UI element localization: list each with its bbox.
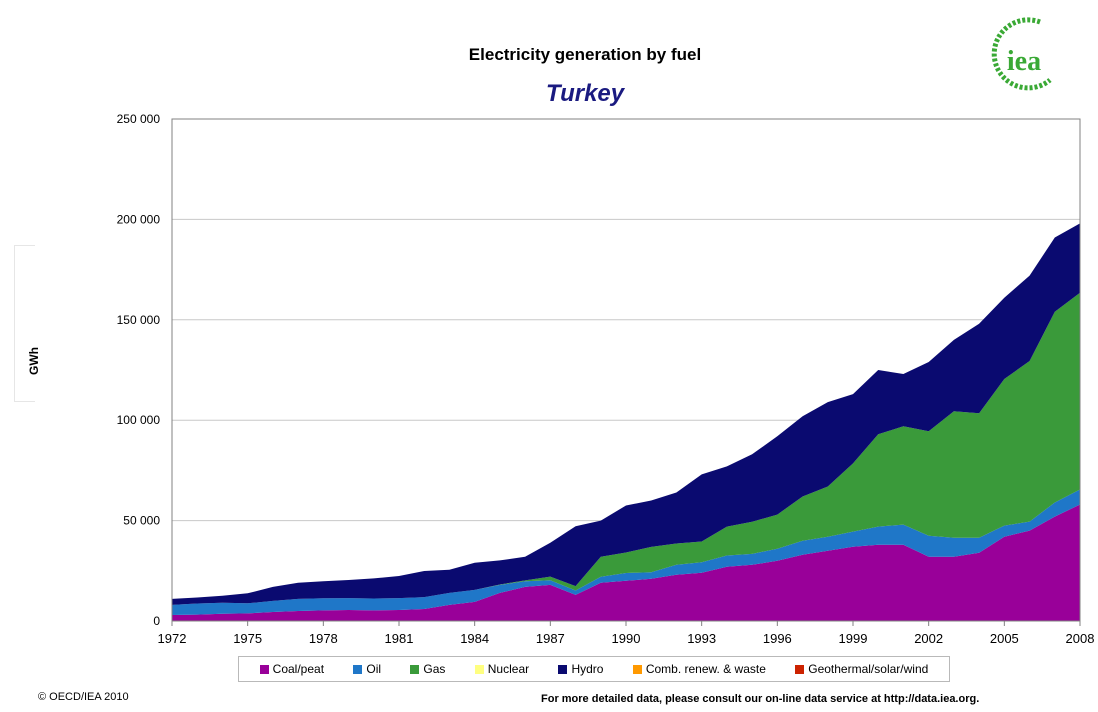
y-tick-label: 100 000: [117, 413, 161, 427]
legend-label: Geothermal/solar/wind: [808, 662, 929, 676]
y-tick-label: 150 000: [117, 313, 161, 327]
x-tick-label: 1999: [839, 631, 868, 646]
x-tick-label: 1972: [158, 631, 187, 646]
legend-label: Nuclear: [487, 662, 530, 676]
x-tick-label: 2002: [914, 631, 943, 646]
legend-item: Nuclear: [474, 662, 530, 676]
y-tick-label: 50 000: [123, 514, 160, 528]
y-tick-label: 0: [153, 614, 160, 628]
y-tick-label: 200 000: [117, 212, 161, 226]
x-tick-label: 1984: [460, 631, 489, 646]
legend-label: Oil: [366, 662, 382, 676]
legend-swatch: [632, 664, 642, 674]
chart-title: Electricity generation by fuel: [468, 45, 702, 64]
legend-item: Comb. renew. & waste: [632, 662, 766, 676]
legend-item: Oil: [353, 662, 381, 676]
footnote-text: For more detailed data, please consult o…: [541, 693, 980, 705]
legend-label: Gas: [423, 662, 446, 676]
x-tick-label: 1981: [385, 631, 414, 646]
legend-swatch: [353, 664, 363, 674]
y-axis-label-frame: [14, 245, 35, 402]
legend-item: Hydro: [558, 662, 603, 676]
legend-swatch: [558, 664, 568, 674]
legend-swatch: [795, 664, 805, 674]
chart-areas: [172, 223, 1080, 621]
chart-legend: Coal/peat Oil Gas Nuclear Hydro Comb. renew. …: [238, 656, 950, 682]
x-tick-label: 2008: [1066, 631, 1095, 646]
y-axis-label: GWh: [27, 347, 41, 375]
legend-label: Comb. renew. & waste: [645, 662, 766, 676]
legend-item: Geothermal/solar/wind: [795, 662, 928, 676]
iea-logo: iea: [991, 17, 1052, 91]
legend-item: Gas: [410, 662, 445, 676]
copyright-text: © OECD/IEA 2010: [38, 691, 129, 703]
chart-subtitle: Turkey: [545, 80, 625, 107]
legend-label: Coal/peat: [272, 662, 325, 676]
legend-swatch: [410, 664, 420, 674]
y-axis-ticks: 0 50 000 100 000 150 000 200 000 250 000: [117, 112, 161, 628]
y-tick-label: 250 000: [117, 112, 161, 126]
area-coal-peat: [172, 504, 1080, 621]
legend-swatch: [259, 664, 269, 674]
area-gas: [172, 292, 1080, 605]
logo-text: iea: [1007, 46, 1041, 77]
area-oil: [172, 489, 1080, 615]
x-tick-label: 1996: [763, 631, 792, 646]
legend-item: Coal/peat: [259, 662, 325, 676]
x-tick-label: 1975: [233, 631, 262, 646]
legend-swatch: [474, 664, 484, 674]
x-tick-label: 2005: [990, 631, 1019, 646]
area-hydro: [172, 223, 1080, 605]
legend-label: Hydro: [571, 662, 604, 676]
x-tick-label: 1990: [612, 631, 641, 646]
x-tick-label: 1987: [536, 631, 565, 646]
x-tick-label: 1978: [309, 631, 338, 646]
x-tick-label: 1993: [687, 631, 716, 646]
x-axis-ticks: 1972 1975 1978 1981 1984 1987 1990 1993 1996 1999…: [158, 621, 1095, 646]
